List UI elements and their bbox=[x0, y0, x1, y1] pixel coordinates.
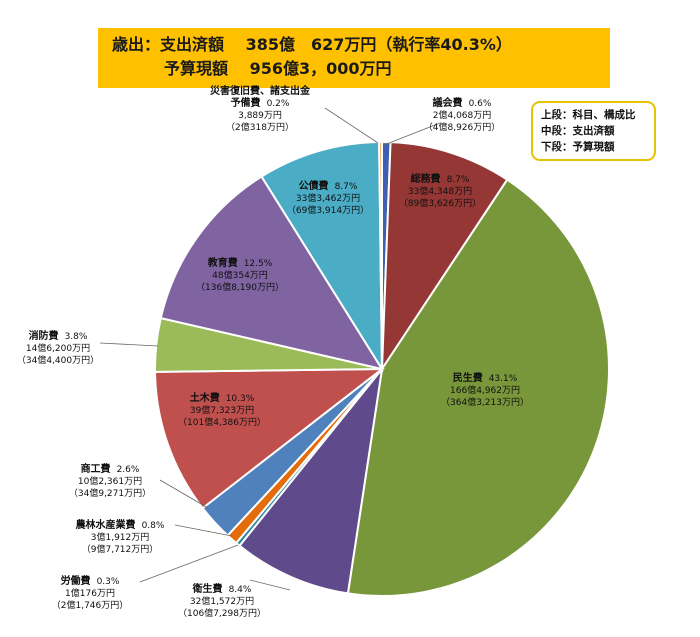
slice-pct-0: 0.6% bbox=[469, 99, 492, 109]
slice-budget-7: （101億4,386万円） bbox=[178, 416, 266, 428]
slice-budget-10: （69億3,914万円） bbox=[287, 204, 369, 216]
slice-budget-11: （2億318万円） bbox=[226, 121, 294, 133]
slice-name-8: 消防費 3.8% bbox=[29, 329, 88, 342]
slice-spent-1: 33億4,348万円 bbox=[408, 185, 472, 197]
leader-line-4 bbox=[139, 544, 239, 583]
pie-slice-3 bbox=[238, 365, 384, 595]
slice-budget-0: （4億8,926万円） bbox=[424, 121, 501, 133]
pie-slice-11 bbox=[378, 140, 383, 370]
slice-label-4: 労働費 0.3%1億176万円（2億1,746万円） bbox=[52, 574, 129, 611]
slice-pct-2: 43.1% bbox=[489, 374, 518, 384]
slice-label-2: 民生費 43.1%166億4,962万円（364億3,213万円） bbox=[441, 371, 529, 408]
slice-label-3: 衛生費 8.4%32億1,572万円（106億7,298万円） bbox=[178, 582, 266, 619]
slice-budget-9: （136億8,190万円） bbox=[196, 281, 284, 293]
slice-name-9: 教育費 12.5% bbox=[207, 256, 273, 269]
slice-budget-4: （2億1,746万円） bbox=[52, 599, 129, 611]
leader-line-0 bbox=[383, 122, 441, 146]
legend-line-2: 中段：支出済額 bbox=[541, 125, 615, 137]
pie-slice-2 bbox=[346, 178, 610, 597]
slice-pct-5: 0.8% bbox=[142, 521, 165, 531]
slice-budget-8: （34億4,400万円） bbox=[17, 354, 99, 366]
slice-spent-7: 39億7,323万円 bbox=[190, 404, 254, 416]
slice-pct-10: 8.7% bbox=[335, 182, 358, 192]
slice-label-0: 議会費 0.6%2億4,068万円（4億8,926万円） bbox=[424, 96, 501, 133]
leader-line-8 bbox=[99, 342, 159, 347]
slice-label-5: 農林水産業費 0.8%3億1,912万円（9億7,712万円） bbox=[76, 518, 165, 555]
header-box: 歳出：支出済額 385億 627万円（執行率40.3%） 予算現額 956億3，… bbox=[98, 28, 610, 88]
legend-box: 上段：科目、構成比 中段：支出済額 下段：予算現額 bbox=[531, 101, 656, 161]
slice-pct-1: 8.7% bbox=[447, 175, 470, 185]
slice-name-7: 土木費 10.3% bbox=[190, 391, 255, 404]
slice-label-8: 消防費 3.8%14億6,200万円（34億4,400万円） bbox=[17, 329, 99, 366]
slice-name-3: 衛生費 8.4% bbox=[192, 582, 252, 595]
slice-budget-3: （106億7,298万円） bbox=[178, 607, 266, 619]
slice-spent-9: 48億354万円 bbox=[212, 269, 268, 281]
slice-label-6: 商工費 2.6%10億2,361万円（34億9,271万円） bbox=[69, 462, 151, 499]
legend-line-1: 上段：科目、構成比 bbox=[541, 109, 636, 121]
slice-name-10: 公債費 8.7% bbox=[299, 179, 358, 192]
slice-budget-1: （89億3,626万円） bbox=[399, 197, 481, 209]
slice-spent-4: 1億176万円 bbox=[65, 587, 115, 599]
slice-label-9: 教育費 12.5%48億354万円（136億8,190万円） bbox=[196, 256, 284, 293]
slice-pct-9: 12.5% bbox=[244, 259, 273, 269]
slice-name-4: 労働費 0.3% bbox=[61, 574, 120, 587]
slice-pct-3: 8.4% bbox=[229, 585, 252, 595]
slice-spent-0: 2億4,068万円 bbox=[433, 109, 492, 121]
slice-pct-8: 3.8% bbox=[65, 332, 88, 342]
slice-spent-2: 166億4,962万円 bbox=[450, 384, 520, 396]
slice-spent-3: 32億1,572万円 bbox=[190, 595, 254, 607]
slice-name-11-1: 予備費 0.2% bbox=[231, 96, 290, 109]
pie-slice-9 bbox=[159, 175, 385, 371]
header-line1: 歳出：支出済額 385億 627万円（執行率40.3%） bbox=[112, 35, 512, 54]
slice-name-2: 民生費 43.1% bbox=[453, 371, 518, 384]
legend-line-3: 下段：予算現額 bbox=[541, 141, 615, 153]
slice-spent-6: 10億2,361万円 bbox=[78, 475, 142, 487]
slice-name-6: 商工費 2.6% bbox=[81, 462, 140, 475]
slice-name-0: 議会費 0.6% bbox=[433, 96, 492, 109]
pie-slice-10 bbox=[260, 141, 384, 373]
leader-line-3 bbox=[249, 579, 291, 591]
slice-pct-4: 0.3% bbox=[97, 577, 120, 587]
leader-line-11 bbox=[324, 107, 379, 144]
header-line2: 予算現額 956億3，000万円 bbox=[164, 59, 392, 78]
slice-label-1: 総務費 8.7%33億4,348万円（89億3,626万円） bbox=[399, 172, 481, 209]
slice-spent-8: 14億6,200万円 bbox=[26, 342, 90, 354]
slice-spent-10: 33億3,462万円 bbox=[296, 192, 360, 204]
slice-name-11-0: 災害復旧費、諸支出金 bbox=[209, 84, 311, 97]
slice-budget-6: （34億9,271万円） bbox=[69, 487, 151, 499]
pie-slice-7 bbox=[154, 367, 385, 510]
slice-label-7: 土木費 10.3%39億7,323万円（101億4,386万円） bbox=[178, 391, 266, 428]
slice-spent-5: 3億1,912万円 bbox=[91, 531, 150, 543]
slice-pct-11: 0.2% bbox=[267, 99, 290, 109]
slice-pct-6: 2.6% bbox=[117, 465, 140, 475]
slice-name-1: 総務費 8.7% bbox=[411, 172, 470, 185]
slice-pct-7: 10.3% bbox=[226, 394, 255, 404]
leader-line-6 bbox=[159, 479, 209, 509]
slice-label-10: 公債費 8.7%33億3,462万円（69億3,914万円） bbox=[287, 179, 369, 216]
leader-line-5 bbox=[174, 524, 233, 537]
slice-budget-5: （9億7,712万円） bbox=[82, 543, 159, 555]
pie-slice-1 bbox=[380, 141, 509, 373]
slice-budget-2: （364億3,213万円） bbox=[441, 396, 529, 408]
slice-name-5: 農林水産業費 0.8% bbox=[76, 518, 165, 531]
slice-spent-11: 3,889万円 bbox=[238, 110, 282, 121]
